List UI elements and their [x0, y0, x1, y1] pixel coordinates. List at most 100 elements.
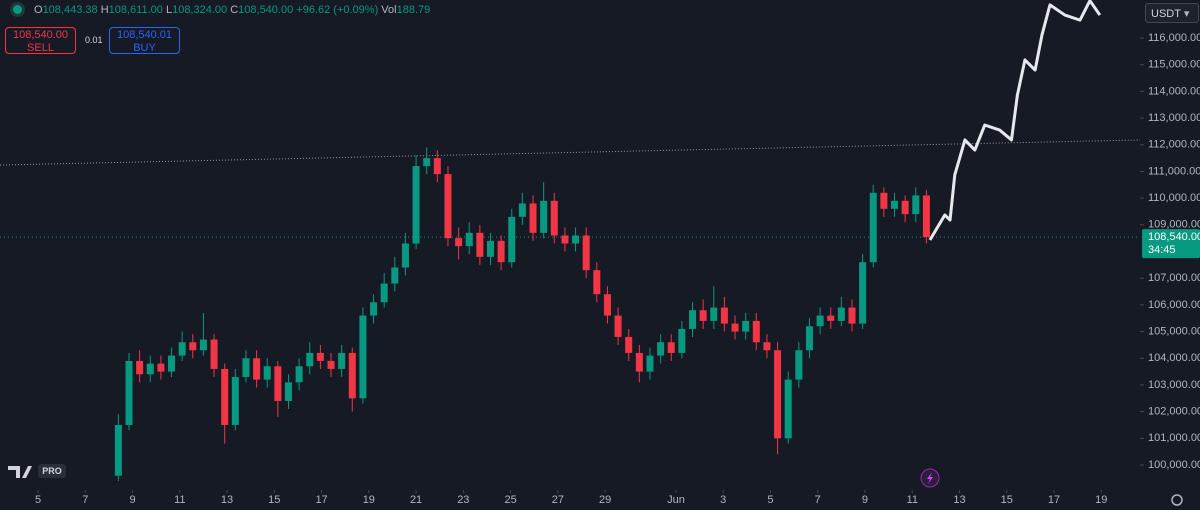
y-tick-label: 104,000.00	[1148, 352, 1200, 364]
y-tick-label: 101,000.00	[1148, 432, 1200, 444]
candle-body	[508, 216, 516, 263]
alert-bolt[interactable]	[927, 472, 933, 484]
candle-body	[805, 326, 813, 351]
candle-body	[710, 307, 718, 321]
x-tick-label: 7	[815, 494, 821, 506]
projection-path	[928, 0, 1102, 241]
y-tick-label: 102,000.00	[1148, 406, 1200, 418]
candle-body	[678, 328, 686, 353]
candle-body	[550, 200, 558, 236]
y-tick-label: 100,000.00	[1148, 459, 1200, 471]
candle-body	[901, 200, 909, 215]
candle-body	[752, 320, 760, 343]
y-tick-label: 111,000.00	[1148, 165, 1200, 177]
y-tick-label: 109,000.00	[1148, 219, 1200, 231]
candle-body	[731, 323, 739, 332]
x-tick-label: 17	[315, 494, 327, 506]
logo-badge	[38, 464, 66, 478]
countdown: 34:45	[1148, 244, 1176, 256]
y-tick-label: 110,000.00	[1148, 192, 1200, 204]
vol: 188.79	[396, 4, 431, 16]
candle-body	[444, 174, 452, 239]
candle-body	[912, 195, 920, 215]
candle-body	[178, 342, 186, 356]
candle-body	[742, 320, 750, 332]
candle-body	[168, 355, 176, 372]
buy-price[interactable]: 108,540.01	[116, 29, 173, 41]
candle-body	[295, 366, 303, 383]
candle-body	[561, 235, 569, 244]
logo-mark	[8, 466, 32, 478]
buy-label[interactable]: BUY	[133, 42, 156, 54]
candle-body	[114, 424, 122, 476]
sell-label[interactable]: SELL	[27, 42, 54, 54]
y-tick-label: 105,000.00	[1148, 325, 1200, 337]
y-tick-label: 112,000.00	[1148, 139, 1200, 151]
ohlc-key: O	[34, 4, 43, 16]
last-price-box	[1142, 229, 1200, 259]
candle-body	[274, 366, 282, 401]
candle-body	[253, 358, 261, 380]
ohlc-value: 108,611.00	[108, 4, 163, 16]
candle-body	[635, 352, 643, 372]
ohlc-value: 108,443.38	[42, 4, 98, 16]
candle-body	[859, 262, 867, 324]
x-tick-label: 19	[363, 494, 375, 506]
x-tick-label: 7	[82, 494, 88, 506]
buy-button[interactable]: 108,540.01 BUY	[109, 27, 180, 54]
ohlc-key: H	[100, 4, 109, 16]
settings-icon[interactable]	[1171, 494, 1183, 506]
candle-body	[646, 355, 654, 372]
ohlc-value: 108,324.00	[172, 4, 228, 16]
x-tick-label: 23	[457, 494, 469, 506]
alert-icon[interactable]	[920, 468, 940, 488]
currency-select[interactable]: USDT ▾	[1145, 3, 1199, 23]
candle-body	[391, 267, 399, 284]
candle-body	[603, 294, 611, 316]
candle-body	[657, 342, 665, 356]
candle-body	[486, 240, 494, 257]
x-tick-label: 13	[221, 494, 233, 506]
x-tick-label: 9	[129, 494, 135, 506]
logo: PRO	[8, 464, 66, 478]
x-tick-label: 11	[174, 494, 185, 506]
candle-body	[540, 200, 548, 233]
candle-body	[891, 200, 899, 209]
candle-body	[518, 203, 526, 217]
y-tick-label: 116,000.00	[1148, 32, 1200, 44]
candle-body	[423, 158, 431, 167]
candle-body	[189, 342, 197, 351]
candle-body	[720, 307, 728, 324]
sell-button[interactable]: 108,540.00 SELL	[5, 27, 76, 54]
candle-body	[476, 232, 484, 257]
ohlc-header: O108,443.38 H108,611.00 L108,324.00 C108…	[10, 4, 430, 16]
candle-body	[348, 352, 356, 399]
vol-key: Vol	[381, 4, 397, 16]
y-tick-label: 106,000.00	[1148, 299, 1200, 311]
candle-body	[529, 203, 537, 233]
x-tick-label: 11	[907, 494, 918, 506]
candle-body	[401, 243, 409, 268]
candle-body	[774, 350, 782, 439]
candle-body	[157, 363, 165, 372]
candle-body	[593, 270, 601, 295]
currency[interactable]: USDT	[1151, 8, 1181, 20]
candle-body	[848, 307, 856, 324]
candle-body	[614, 315, 622, 337]
candle-body	[231, 376, 239, 425]
x-tick-label: 19	[1095, 494, 1107, 506]
candle-body	[582, 235, 590, 271]
gear[interactable]	[1171, 494, 1183, 506]
candle-body	[338, 352, 346, 369]
candle-body	[412, 166, 420, 244]
candle-body	[465, 232, 473, 247]
candle-body	[922, 195, 930, 238]
candle-body	[699, 310, 707, 321]
spread: 0.01	[85, 35, 103, 45]
y-tick-label: 107,000.00	[1148, 272, 1200, 284]
trend-line	[0, 139, 1141, 166]
candle-body	[497, 240, 505, 263]
sell-price[interactable]: 108,540.00	[12, 29, 69, 41]
